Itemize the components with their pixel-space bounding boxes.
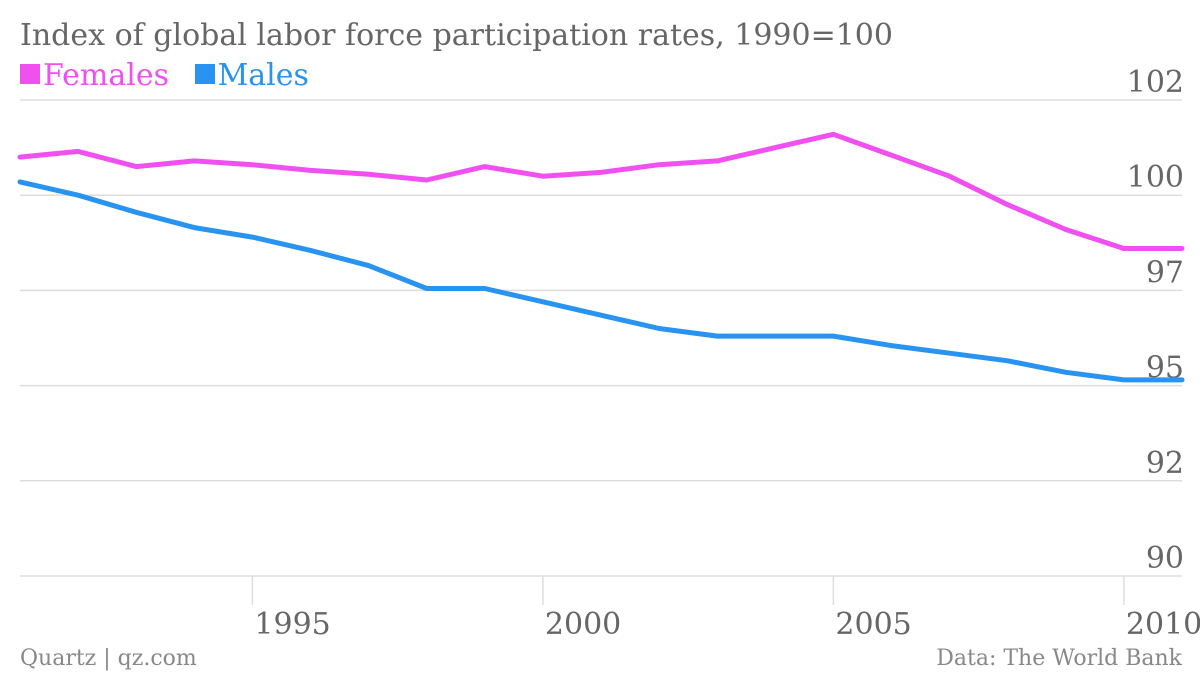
footer-credit: Quartz | qz.com	[20, 646, 197, 671]
legend: Females Males	[20, 58, 325, 93]
y-tick-label-102: 102	[1127, 65, 1184, 100]
series-line-females	[17, 131, 1185, 251]
legend-swatch-females	[20, 64, 40, 84]
y-tick-label-92: 92	[1146, 446, 1184, 481]
x-tick-label-2010: 2010	[1126, 607, 1200, 642]
y-tick-label-97: 97	[1146, 255, 1184, 290]
y-tick-label-100: 100	[1127, 160, 1184, 195]
legend-label-females: Females	[43, 58, 170, 93]
legend-item-females: Females	[20, 58, 169, 93]
legend-label-males: Males	[217, 58, 309, 93]
x-tick-label-2005: 2005	[835, 607, 911, 642]
x-tick-label-1995: 1995	[254, 607, 330, 642]
series-line-males	[17, 179, 1185, 383]
legend-item-males: Males	[194, 58, 309, 93]
y-tick-label-90: 90	[1146, 541, 1184, 576]
x-tick-label-2000: 2000	[545, 607, 621, 642]
legend-swatch-males	[194, 64, 215, 84]
footer-source: Data: The World Bank	[936, 646, 1182, 671]
chart-title: Index of global labor force participatio…	[20, 18, 893, 53]
